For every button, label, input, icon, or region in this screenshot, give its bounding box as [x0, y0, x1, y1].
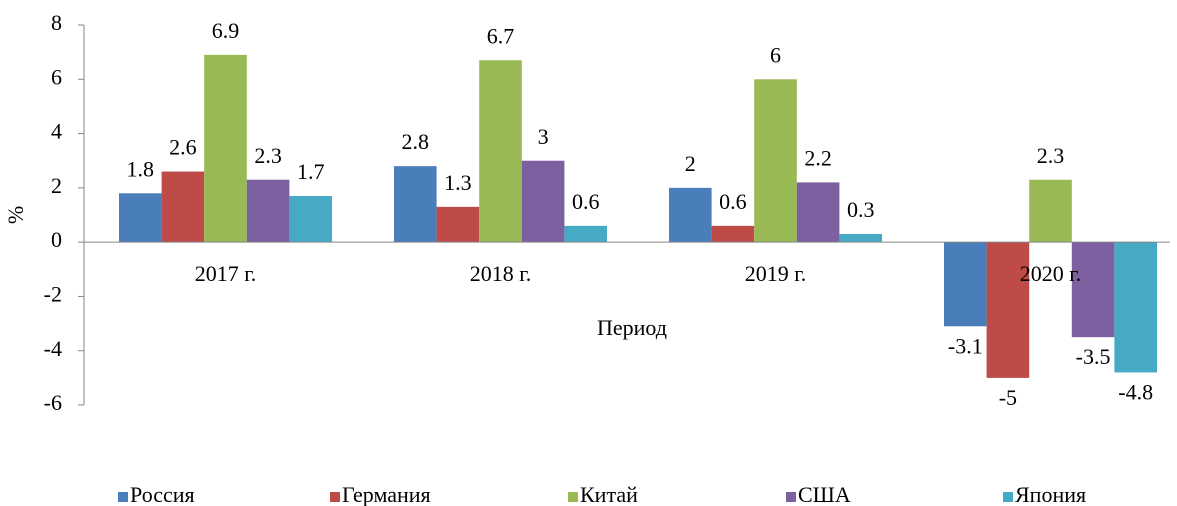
data-label: -3.1 — [948, 333, 983, 358]
x-tick-label: 2018 г. — [470, 261, 532, 286]
data-label: 1.3 — [444, 170, 472, 195]
y-tick-label: 6 — [51, 64, 62, 89]
bar — [1114, 242, 1157, 373]
bar — [944, 242, 987, 327]
bar — [161, 171, 205, 243]
bar — [479, 60, 522, 243]
y-tick-label: -2 — [44, 281, 62, 306]
bar — [711, 225, 755, 243]
y-tick-label: 2 — [51, 173, 62, 198]
data-label: 0.6 — [572, 189, 600, 214]
x-tick-label: 2020 г. — [1020, 261, 1082, 286]
bar — [289, 196, 332, 243]
x-tick-label: 2017 г. — [195, 261, 257, 286]
bar — [564, 225, 607, 243]
data-label: 2.8 — [402, 129, 430, 154]
data-label: 3 — [538, 124, 549, 149]
data-label: 2.6 — [169, 135, 197, 160]
bar — [1029, 179, 1072, 243]
bar — [796, 182, 840, 243]
y-tick-label: 4 — [51, 119, 62, 144]
legend-swatch — [1003, 492, 1013, 502]
data-label: 6 — [770, 42, 781, 67]
x-axis-title: Период — [597, 315, 667, 340]
bar — [669, 187, 712, 243]
bar — [521, 160, 565, 243]
data-label: 2.2 — [804, 145, 832, 170]
legend-label: Китай — [580, 482, 638, 506]
data-label: 0.6 — [719, 189, 747, 214]
legend-label: США — [798, 482, 851, 506]
bar — [246, 179, 290, 243]
legend-label: Россия — [130, 482, 195, 506]
bar — [754, 79, 797, 243]
data-label: 2 — [685, 151, 696, 176]
legend-swatch — [330, 492, 340, 502]
data-label: 2.3 — [1037, 143, 1065, 168]
y-tick-label: 8 — [51, 10, 62, 35]
bar — [839, 234, 882, 243]
data-label: -4.8 — [1118, 379, 1153, 404]
data-label: -3.5 — [1076, 344, 1111, 369]
data-label: 1.8 — [127, 156, 155, 181]
y-tick-label: -6 — [44, 390, 62, 415]
bar — [1071, 242, 1115, 338]
bar — [204, 54, 247, 243]
data-label: 6.9 — [212, 18, 240, 43]
x-tick-label: 2019 г. — [745, 261, 807, 286]
bar — [394, 166, 437, 243]
data-label: 0.3 — [847, 197, 875, 222]
bar — [119, 193, 162, 243]
legend-label: Япония — [1015, 482, 1086, 506]
data-label: 2.3 — [254, 143, 282, 168]
y-tick-label: 0 — [51, 227, 62, 252]
legend-swatch — [118, 492, 128, 502]
data-label: 6.7 — [487, 23, 515, 48]
y-tick-label: -4 — [44, 336, 62, 361]
data-label: 1.7 — [297, 159, 325, 184]
legend-swatch — [786, 492, 796, 502]
y-axis-title: % — [3, 206, 28, 224]
legend-label: Германия — [342, 482, 431, 506]
legend-swatch — [568, 492, 578, 502]
data-label: -5 — [999, 385, 1017, 410]
bar — [986, 242, 1030, 378]
bar — [436, 206, 480, 243]
